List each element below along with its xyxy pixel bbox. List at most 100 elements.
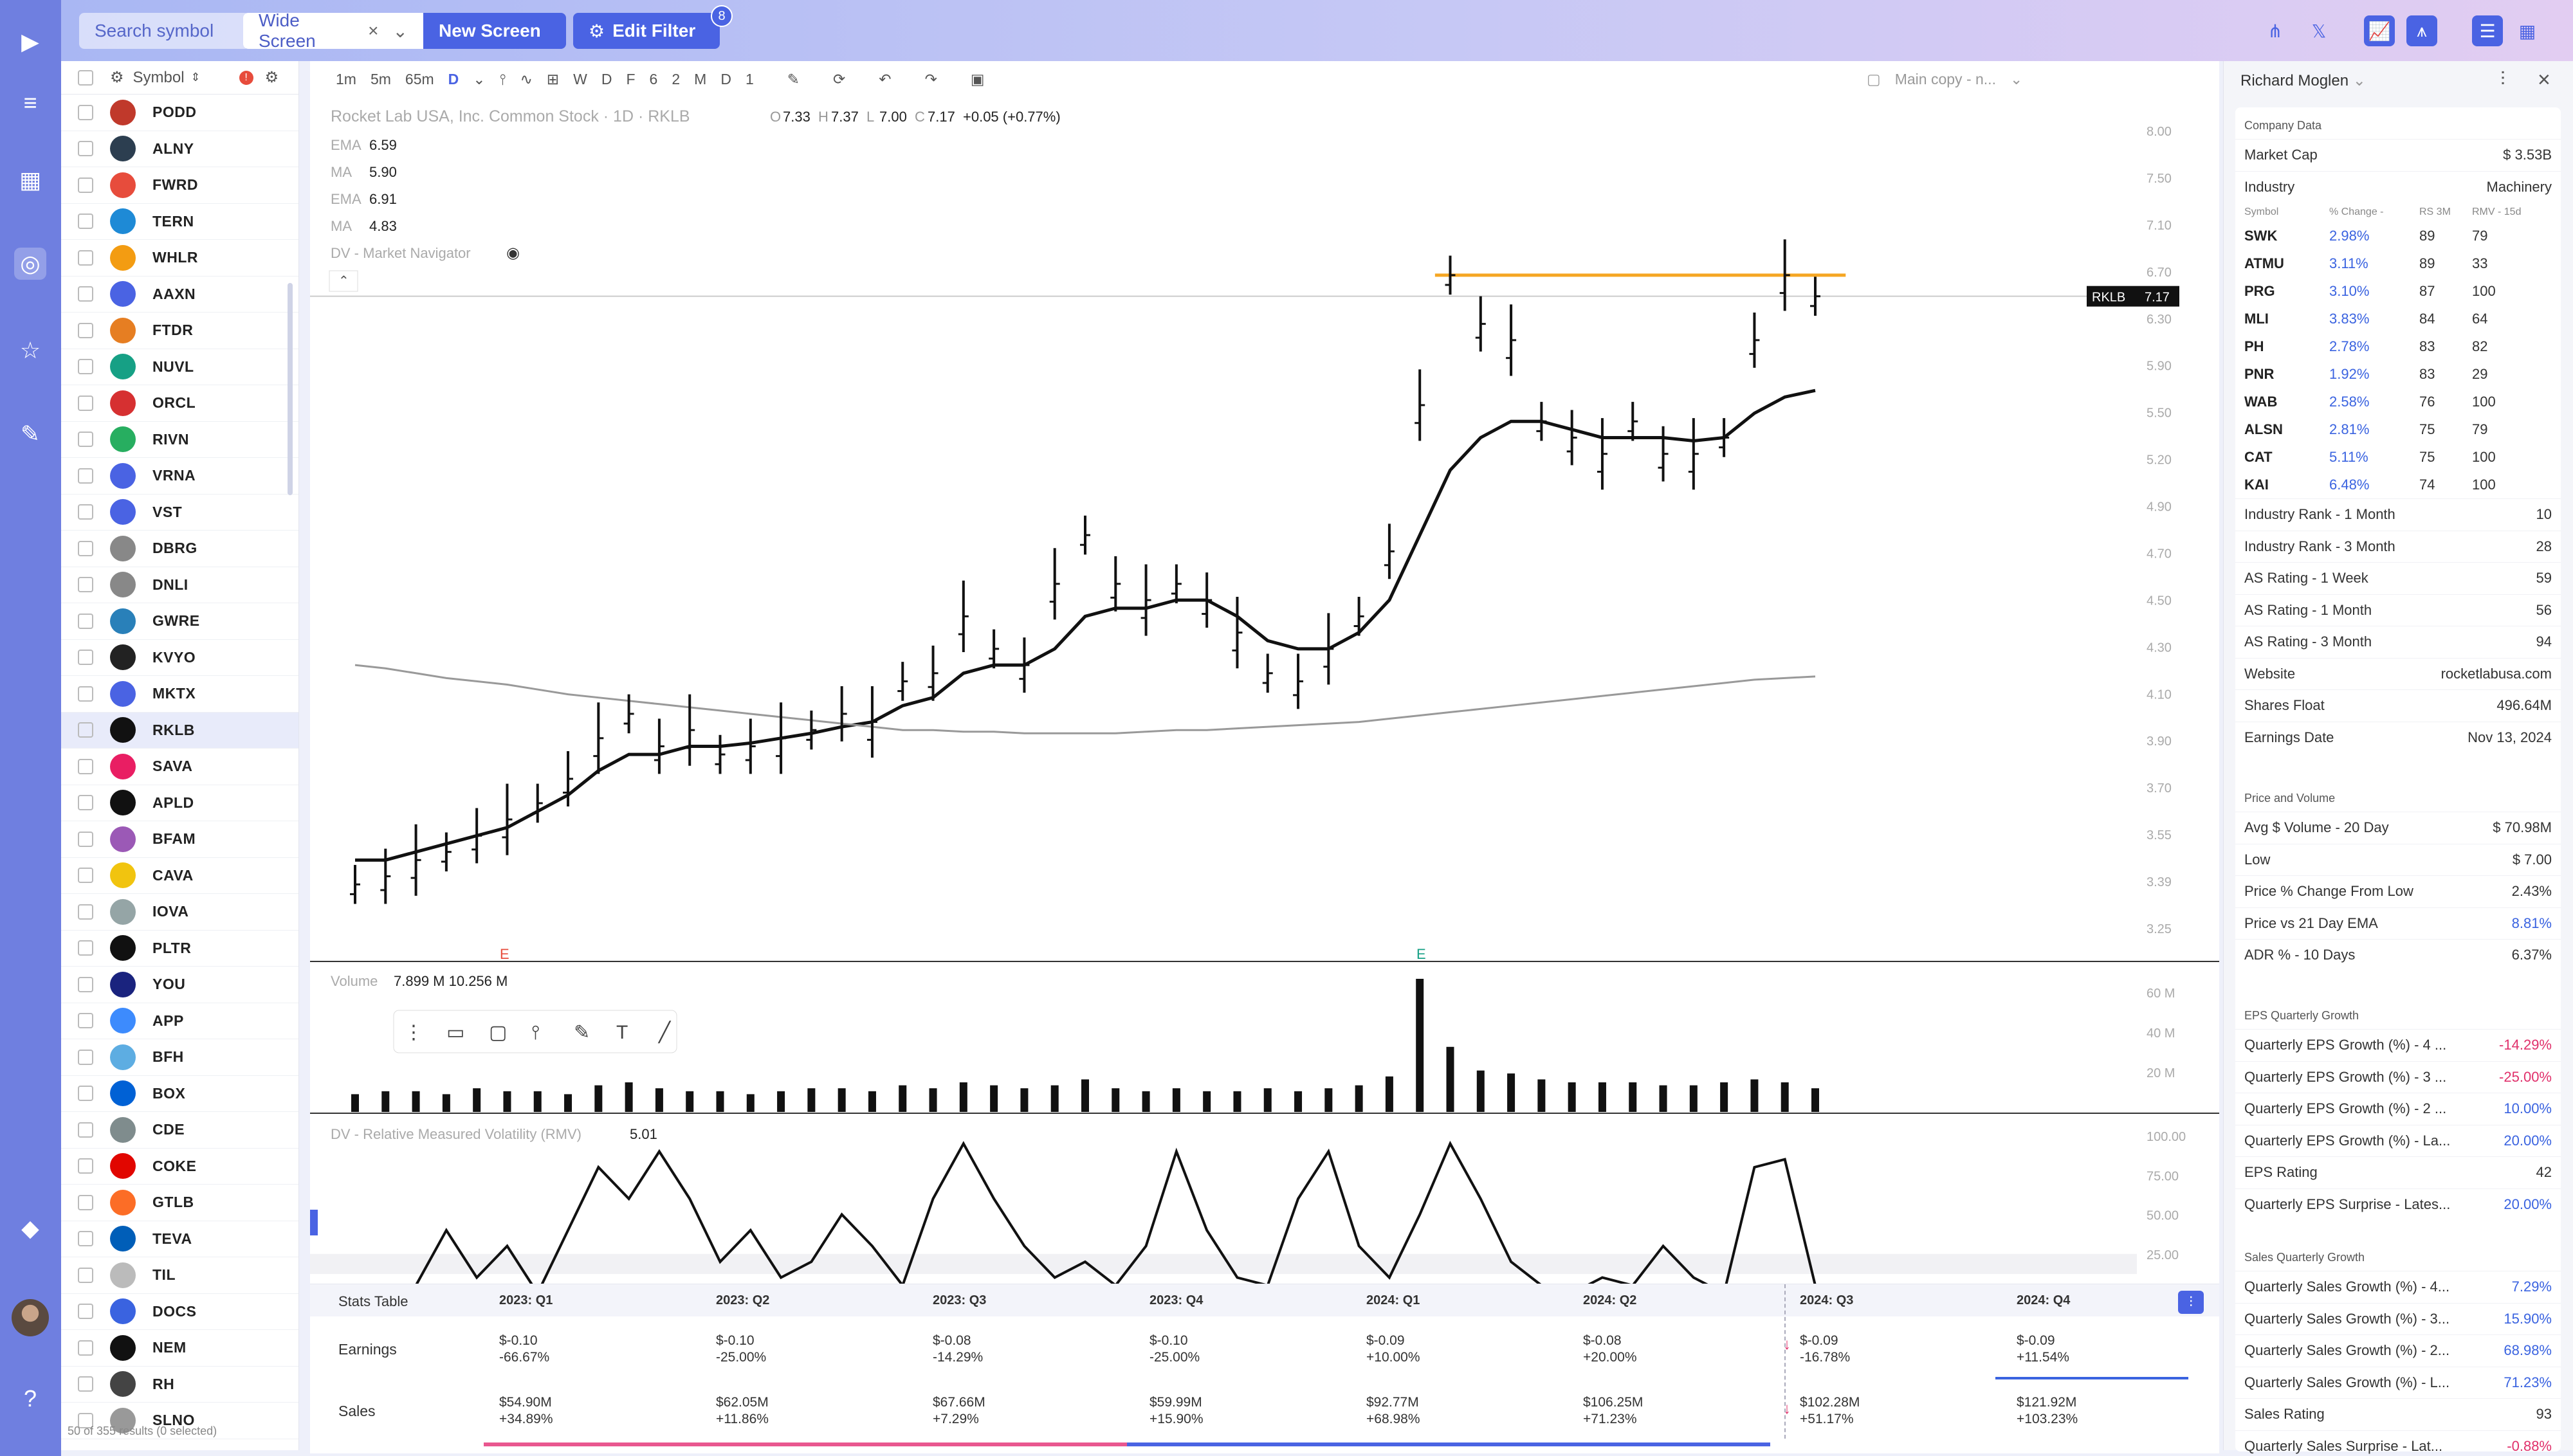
timeframe-button[interactable]: D	[601, 70, 612, 87]
peer-row[interactable]: WAB 2.58% 76 100	[2235, 388, 2561, 415]
row-checkbox[interactable]	[78, 141, 93, 157]
row-checkbox[interactable]	[78, 1194, 93, 1210]
row-checkbox[interactable]	[78, 504, 93, 520]
list-item[interactable]: TIL	[61, 1257, 298, 1294]
chart-view-icon[interactable]: 📈	[2364, 15, 2395, 46]
list-item[interactable]: YOU	[61, 967, 298, 1003]
drag-handle-icon[interactable]: ⋮	[404, 1022, 423, 1043]
list-item[interactable]: IOVA	[61, 894, 298, 931]
list-view-icon[interactable]: ☰	[2472, 15, 2503, 46]
timeframe-button[interactable]: M	[694, 70, 707, 87]
list-item[interactable]: APP	[61, 1003, 298, 1039]
row-checkbox[interactable]	[78, 904, 93, 920]
list-item[interactable]: NUVL	[61, 349, 298, 385]
list-item[interactable]: BFAM	[61, 821, 298, 858]
symbol-column-header[interactable]: Symbol	[133, 68, 185, 86]
alert-icon[interactable]: !	[239, 70, 253, 85]
row-checkbox[interactable]	[78, 177, 93, 193]
list-item[interactable]: DOCS	[61, 1294, 298, 1330]
row-checkbox[interactable]	[78, 1122, 93, 1138]
avatar[interactable]	[12, 1299, 49, 1336]
timeframe-button[interactable]: W	[573, 70, 587, 87]
row-checkbox[interactable]	[78, 650, 93, 666]
row-checkbox[interactable]	[78, 940, 93, 956]
settings-icon[interactable]: ⚙	[264, 69, 279, 86]
row-checkbox[interactable]	[78, 250, 93, 266]
row-checkbox[interactable]	[78, 322, 93, 338]
peer-row[interactable]: MLI 3.83% 84 64	[2235, 305, 2561, 332]
row-checkbox[interactable]	[78, 722, 93, 738]
timeframe-button[interactable]: D	[448, 70, 459, 87]
screener-icon[interactable]: ◎	[14, 248, 46, 280]
row-checkbox[interactable]	[78, 1086, 93, 1102]
peer-column-header[interactable]: RS 3M	[2419, 206, 2451, 217]
peer-column-header[interactable]: Symbol	[2244, 206, 2279, 217]
timeframe-button[interactable]: 65m	[405, 70, 434, 87]
row-checkbox[interactable]	[78, 577, 93, 593]
list-item[interactable]: AAXN	[61, 277, 298, 313]
snapshot-icon[interactable]: ▣	[970, 70, 985, 87]
gear-icon[interactable]: ⚙	[110, 69, 124, 86]
list-item[interactable]: GTLB	[61, 1185, 298, 1221]
menu-icon[interactable]: ≡	[23, 89, 37, 116]
star-icon[interactable]: ☆	[19, 337, 41, 363]
list-item[interactable]: WHLR	[61, 240, 298, 277]
row-checkbox[interactable]	[78, 540, 93, 556]
row-checkbox[interactable]	[78, 868, 93, 884]
timeframe-button[interactable]: 1m	[336, 70, 356, 87]
layout-icon[interactable]: ⩚	[2406, 15, 2437, 46]
new-screen-button[interactable]: New Screen	[423, 13, 566, 49]
list-item[interactable]: RKLB	[61, 712, 298, 749]
row-checkbox[interactable]	[78, 686, 93, 702]
stats-settings-icon[interactable]: ⫶	[2178, 1291, 2204, 1314]
row-checkbox[interactable]	[78, 1231, 93, 1247]
row-checkbox[interactable]	[78, 976, 93, 992]
row-checkbox[interactable]	[78, 214, 93, 230]
list-item[interactable]: RH	[61, 1367, 298, 1403]
share-icon[interactable]: ⋔	[2267, 21, 2283, 41]
row-checkbox[interactable]	[78, 432, 93, 448]
edit-filter-button[interactable]: ⚙ Edit Filter	[573, 13, 720, 49]
list-item[interactable]: CDE	[61, 1112, 298, 1149]
list-item[interactable]: TEVA	[61, 1221, 298, 1257]
row-checkbox[interactable]	[78, 395, 93, 411]
stats-scrollbar-track[interactable]	[484, 1442, 1127, 1446]
earnings-marker[interactable]: E	[500, 946, 509, 962]
list-item[interactable]: PLTR	[61, 931, 298, 967]
row-checkbox[interactable]	[78, 1304, 93, 1320]
peer-row[interactable]: KAI 6.48% 74 100	[2235, 471, 2561, 498]
user-selector[interactable]: Richard Moglen ⌄	[2240, 71, 2366, 90]
list-item[interactable]: NEM	[61, 1330, 298, 1367]
list-item[interactable]: SLNO	[61, 1403, 298, 1439]
row-checkbox[interactable]	[78, 758, 93, 774]
line-tool-icon[interactable]: ╱	[657, 1021, 672, 1044]
list-item[interactable]: FTDR	[61, 313, 298, 349]
close-panel-icon[interactable]: ×	[2538, 68, 2550, 92]
watchlist-icon[interactable]: ✎	[20, 421, 41, 447]
row-checkbox[interactable]	[78, 1158, 93, 1174]
indicator-icon[interactable]: ⫯	[499, 70, 506, 87]
hide-icon[interactable]: ◉	[506, 244, 520, 262]
layout-selector[interactable]: ▢ Main copy - n... ⌄	[1867, 61, 2037, 97]
list-scrollbar[interactable]	[288, 283, 293, 495]
earnings-marker[interactable]: E	[1416, 946, 1426, 962]
timeframe-button[interactable]: F	[626, 70, 636, 87]
list-item[interactable]: TERN	[61, 204, 298, 240]
templates-icon[interactable]: ⊞	[546, 70, 560, 87]
industry-row[interactable]: Industry Machinery	[2235, 170, 2561, 203]
peer-row[interactable]: PH 2.78% 83 82	[2235, 332, 2561, 360]
peer-row[interactable]: PNR 1.92% 83 29	[2235, 360, 2561, 388]
row-checkbox[interactable]	[78, 795, 93, 811]
comment-tool-icon[interactable]: ▢	[489, 1022, 507, 1043]
undo-icon[interactable]: ↶	[879, 70, 892, 87]
list-item[interactable]: MKTX	[61, 676, 298, 713]
row-checkbox[interactable]	[78, 359, 93, 375]
chevron-down-icon[interactable]: ⌄	[392, 21, 408, 41]
row-checkbox[interactable]	[78, 1376, 93, 1392]
select-all-checkbox[interactable]	[78, 69, 93, 86]
logo-icon[interactable]: ▶	[21, 28, 39, 55]
draw-icon[interactable]: ✎	[787, 70, 800, 87]
peer-column-header[interactable]: % Change -	[2329, 206, 2384, 217]
list-item[interactable]: KVYO	[61, 640, 298, 676]
fib-tool-icon[interactable]: ⫯	[531, 1022, 540, 1043]
